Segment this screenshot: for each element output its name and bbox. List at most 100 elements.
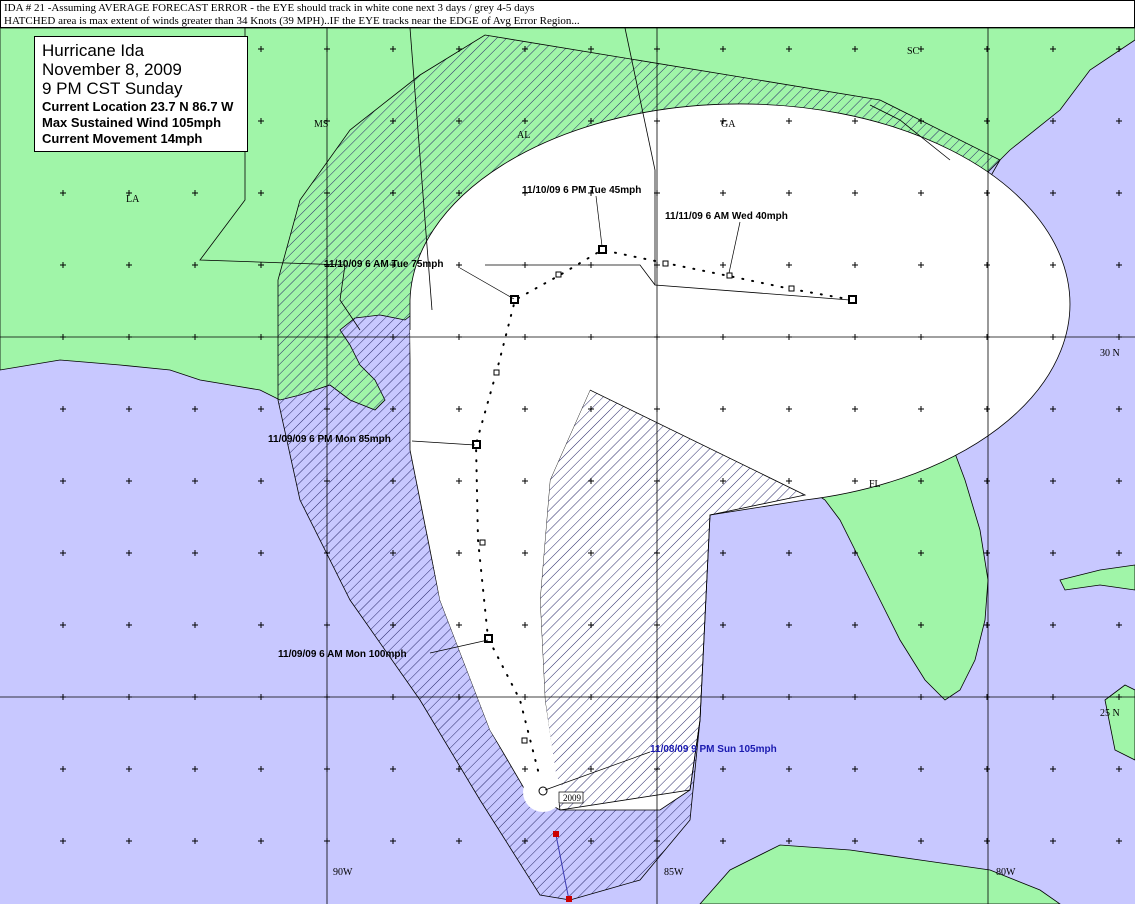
grid-cross xyxy=(324,478,330,484)
state-border xyxy=(409,27,433,311)
grid-cross xyxy=(324,46,330,52)
grid-cross xyxy=(522,334,528,340)
grid-cross xyxy=(324,622,330,628)
grid-cross xyxy=(984,838,990,844)
grid-cross xyxy=(720,190,726,196)
grid-cross xyxy=(456,622,462,628)
state-label: SC xyxy=(907,46,920,57)
grid xyxy=(0,28,1135,904)
header-line: HATCHED area is max extent of winds grea… xyxy=(4,15,580,27)
grid-cross xyxy=(390,766,396,772)
grid-cross xyxy=(324,406,330,412)
grid-cross xyxy=(1050,190,1056,196)
grid-cross xyxy=(60,334,66,340)
grid-cross xyxy=(390,118,396,124)
grid-cross xyxy=(984,694,990,700)
leader xyxy=(411,440,476,446)
forecast-label: 11/09/09 6 AM Mon 100mph xyxy=(278,649,407,660)
grid-cross xyxy=(324,766,330,772)
grid-cross xyxy=(1116,550,1122,556)
grid-cross xyxy=(588,118,594,124)
grid-cross xyxy=(720,622,726,628)
grid-cross xyxy=(720,838,726,844)
grid-cross xyxy=(720,478,726,484)
grid-cross xyxy=(522,190,528,196)
grid-cross xyxy=(192,190,198,196)
leaders xyxy=(411,195,741,791)
grid-cross xyxy=(192,694,198,700)
grid-cross xyxy=(1116,118,1122,124)
grid-cross xyxy=(984,478,990,484)
grid-cross xyxy=(1116,262,1122,268)
leader xyxy=(459,267,515,300)
header-box xyxy=(0,0,1135,28)
grid-cross xyxy=(852,478,858,484)
marker xyxy=(510,295,519,304)
grid-cross xyxy=(126,550,132,556)
grid-cross xyxy=(258,406,264,412)
grid-cross xyxy=(324,838,330,844)
grid-cross xyxy=(786,334,792,340)
lon-label: 90W xyxy=(333,867,353,878)
grid-cross xyxy=(522,118,528,124)
grid-cross xyxy=(852,622,858,628)
grid-cross xyxy=(60,478,66,484)
grid-cross xyxy=(720,694,726,700)
grid-cross xyxy=(852,838,858,844)
grid-cross xyxy=(60,406,66,412)
grid-cross xyxy=(588,622,594,628)
grid-cross xyxy=(1116,622,1122,628)
small-markers xyxy=(479,260,795,744)
grid-cross xyxy=(390,46,396,52)
past-track xyxy=(555,834,570,901)
grid-cross xyxy=(324,118,330,124)
eye-tag: 2009 xyxy=(563,793,582,803)
grid-cross xyxy=(1050,838,1056,844)
grid-cross xyxy=(1050,622,1056,628)
grid-cross xyxy=(852,190,858,196)
grid-cross xyxy=(588,838,594,844)
lat-label: 30 N xyxy=(1100,348,1120,359)
grid-cross xyxy=(918,550,924,556)
grid-cross xyxy=(918,262,924,268)
grid-cross xyxy=(390,838,396,844)
grid-cross xyxy=(522,406,528,412)
marker xyxy=(484,634,493,643)
grid-cross xyxy=(918,334,924,340)
grid-cross xyxy=(192,478,198,484)
grid-cross xyxy=(456,334,462,340)
grid-cross xyxy=(918,46,924,52)
grid-cross xyxy=(1050,262,1056,268)
state-label: FL xyxy=(869,479,881,490)
grid-cross xyxy=(522,694,528,700)
grid-cross xyxy=(786,118,792,124)
grid-cross xyxy=(588,190,594,196)
grid-cross xyxy=(258,694,264,700)
leader xyxy=(728,221,741,274)
grid-cross xyxy=(258,262,264,268)
grid-cross xyxy=(192,838,198,844)
forecast-label: 11/10/09 6 PM Tue 45mph xyxy=(522,185,641,196)
grid-cross xyxy=(588,550,594,556)
grid-cross xyxy=(258,190,264,196)
grid-cross xyxy=(126,838,132,844)
grid-cross xyxy=(918,478,924,484)
grid-cross xyxy=(654,766,660,772)
info-box xyxy=(34,36,248,152)
land xyxy=(699,844,1061,904)
grid-cross xyxy=(918,622,924,628)
grid-cross xyxy=(918,406,924,412)
grid-cross xyxy=(126,262,132,268)
grid-cross xyxy=(1116,46,1122,52)
grid-cross xyxy=(456,46,462,52)
grid-cross xyxy=(1116,766,1122,772)
grid-cross xyxy=(918,766,924,772)
header-line: IDA # 21 -Assuming AVERAGE FORECAST ERRO… xyxy=(4,2,534,14)
grid-cross xyxy=(390,478,396,484)
grid-cross xyxy=(852,46,858,52)
grid-cross xyxy=(126,622,132,628)
lon-label: 85W xyxy=(664,867,684,878)
grid-cross xyxy=(126,334,132,340)
